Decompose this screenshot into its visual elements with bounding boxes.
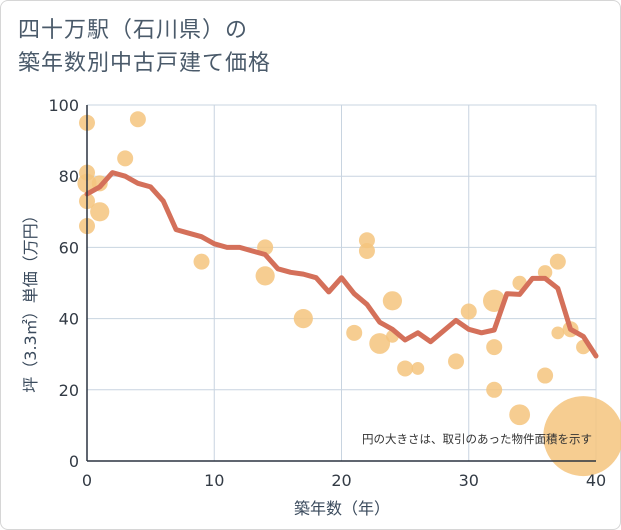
bubble-series <box>77 111 621 477</box>
y-tick-label: 0 <box>69 452 79 471</box>
title-line-2: 築年数別中古戸建て価格 <box>18 51 272 76</box>
trend-line <box>84 170 599 359</box>
data-point <box>460 303 477 320</box>
y-tick-label: 20 <box>59 381 79 400</box>
x-axis-title: 築年数（年） <box>294 499 390 518</box>
y-axis-title: 坪（3.3㎡）単価（万円） <box>21 207 40 392</box>
y-tick-label: 80 <box>59 167 79 186</box>
x-tick-label: 30 <box>459 471 479 490</box>
data-point <box>358 242 375 259</box>
data-point <box>543 396 621 477</box>
gridlines <box>87 104 597 461</box>
y-tick-label: 100 <box>48 96 79 115</box>
data-point <box>369 333 391 354</box>
data-point <box>293 309 313 329</box>
bubble-size-note: 円の大きさは、取引のあった物件面積を示す <box>362 432 592 446</box>
data-point <box>397 360 414 377</box>
tick-labels: 0 10 20 30 40 0 20 40 60 80 100 <box>48 96 606 490</box>
data-point <box>255 266 275 286</box>
chart-title: 四十万駅（石川県）の 築年数別中古戸建て価格 <box>18 14 271 80</box>
x-tick-label: 40 <box>586 471 606 490</box>
data-point <box>486 381 503 398</box>
data-point <box>549 253 566 270</box>
data-point <box>551 326 565 340</box>
data-point <box>193 253 210 270</box>
data-point <box>448 353 465 370</box>
data-point <box>537 367 554 384</box>
data-point <box>117 150 134 167</box>
title-line-1: 四十万駅（石川県）の <box>18 18 249 43</box>
x-tick-label: 10 <box>204 471 224 490</box>
y-tick-label: 60 <box>59 238 79 257</box>
data-point <box>486 339 503 356</box>
data-point <box>346 324 363 341</box>
data-point <box>90 202 110 222</box>
axes <box>86 105 596 462</box>
data-point <box>509 404 531 426</box>
data-point <box>129 111 146 128</box>
data-point <box>483 289 506 312</box>
x-tick-label: 20 <box>331 471 351 490</box>
data-point <box>382 291 402 311</box>
x-tick-label: 0 <box>82 471 92 490</box>
data-point <box>411 362 425 375</box>
y-tick-label: 40 <box>59 310 79 329</box>
